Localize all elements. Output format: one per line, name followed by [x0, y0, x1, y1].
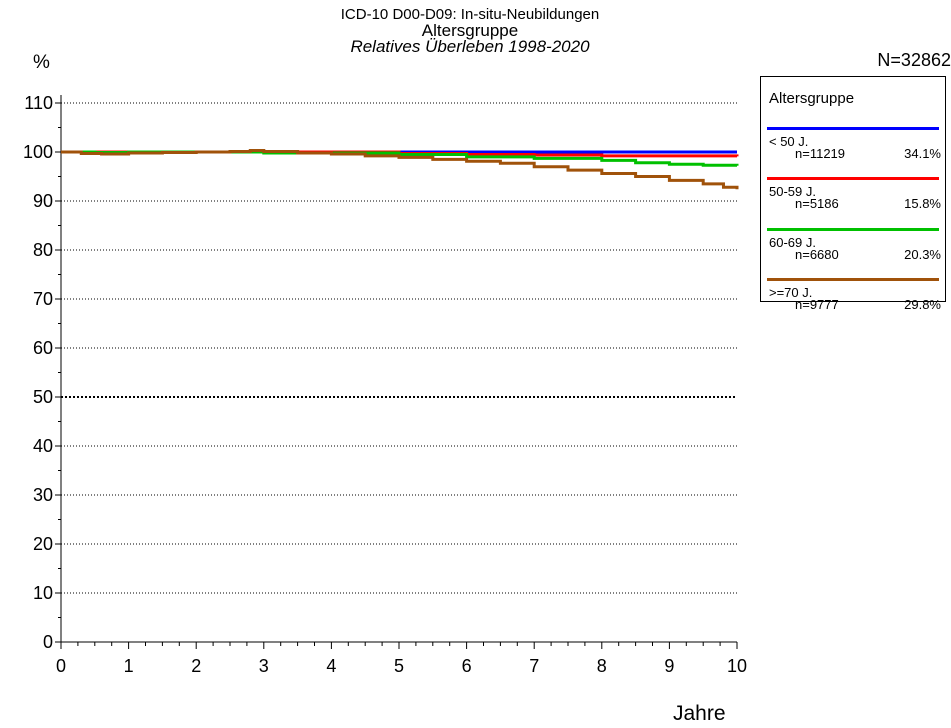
x-tick-label-1: 1 [124, 656, 134, 676]
legend-pct: 34.1% [904, 146, 941, 161]
legend-entry-under-50: < 50 J. n=11219 34.1% [761, 127, 947, 177]
x-tick-label-7: 7 [529, 656, 539, 676]
legend-entry-70-plus: >=70 J. n=9777 29.8% [761, 278, 947, 328]
x-tick-label-0: 0 [56, 656, 66, 676]
legend-pct: 20.3% [904, 247, 941, 262]
legend-pct: 29.8% [904, 297, 941, 312]
y-tick-label-30: 30 [33, 485, 53, 505]
x-tick-label-9: 9 [664, 656, 674, 676]
legend-n: n=6680 [795, 247, 839, 262]
legend-entry-50-59: 50-59 J. n=5186 15.8% [761, 177, 947, 227]
legend-line-under-50 [767, 127, 939, 130]
x-axis-label: Jahre [673, 702, 726, 725]
legend-n: n=5186 [795, 196, 839, 211]
chart-title: ICD-10 D00-D09: In-situ-Neubildungen [340, 6, 600, 23]
series-lines [61, 149, 739, 190]
series-line-3 [61, 149, 739, 190]
x-tick-label-4: 4 [326, 656, 336, 676]
x-tick-label-5: 5 [394, 656, 404, 676]
legend-line-50-59 [767, 177, 939, 180]
x-tick-label-3: 3 [259, 656, 269, 676]
legend: Altersgruppe < 50 J. n=11219 34.1% 50-59… [760, 76, 947, 312]
chart-subtitle: Altersgruppe [421, 21, 519, 40]
y-tick-label-50: 50 [33, 387, 53, 407]
axes: 0 10 20 30 40 50 60 70 80 90 100 110 0 1 2 3 4 5 6 7 8 9 10 [23, 93, 747, 676]
y-tick-label-80: 80 [33, 240, 53, 260]
legend-n: n=11219 [795, 146, 846, 161]
legend-name: 50-59 J. [769, 184, 816, 199]
y-tick-label-0: 0 [43, 632, 53, 652]
x-tick-label-10: 10 [727, 656, 747, 676]
legend-name: >=70 J. [769, 285, 813, 300]
x-tick-label-2: 2 [191, 656, 201, 676]
legend-name: < 50 J. [769, 134, 809, 149]
y-tick-label-60: 60 [33, 338, 53, 358]
legend-n: n=9777 [795, 297, 839, 312]
legend-name: 60-69 J. [769, 235, 816, 250]
y-tick-label-100: 100 [23, 142, 53, 162]
x-tick-label-8: 8 [597, 656, 607, 676]
y-tick-label-70: 70 [33, 289, 53, 309]
chart-subtitle-italic: Relatives Überleben 1998-2020 [350, 37, 590, 56]
total-count: N=32862 [877, 50, 951, 70]
y-axis-label: % [33, 52, 50, 73]
legend-pct: 15.8% [904, 196, 941, 211]
legend-title: Altersgruppe [769, 90, 855, 107]
y-tick-label-40: 40 [33, 436, 53, 456]
grid [61, 102, 737, 594]
legend-line-70-plus [767, 278, 939, 281]
legend-entry-60-69: 60-69 J. n=6680 20.3% [761, 228, 947, 278]
y-tick-label-10: 10 [33, 583, 53, 603]
y-tick-label-20: 20 [33, 534, 53, 554]
x-tick-label-6: 6 [462, 656, 472, 676]
legend-line-60-69 [767, 228, 939, 231]
y-tick-label-90: 90 [33, 191, 53, 211]
y-tick-label-110: 110 [24, 93, 53, 113]
